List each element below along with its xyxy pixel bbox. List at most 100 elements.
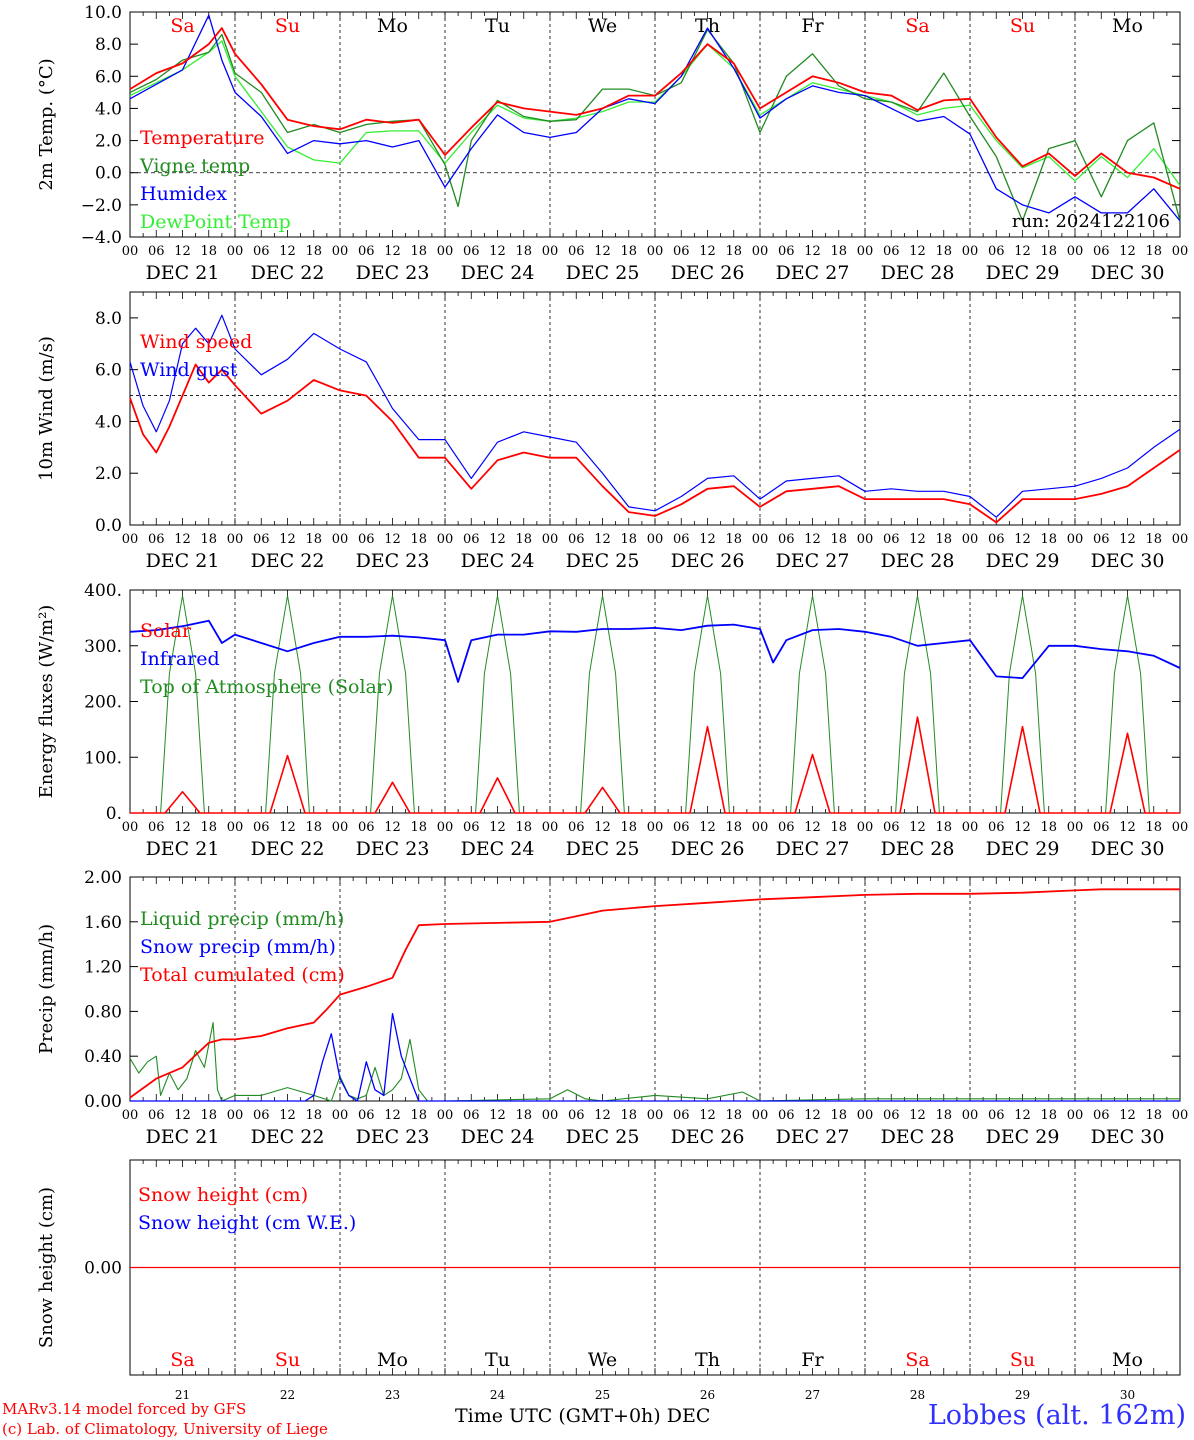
y-tick-label: 400.	[84, 581, 122, 601]
hour-tick-label: 06	[358, 820, 375, 835]
y-tick-label: 10.0	[84, 3, 122, 23]
hour-tick-label: 00	[437, 244, 454, 259]
hour-tick-label: 00	[1067, 820, 1084, 835]
hour-tick-label: 12	[384, 820, 401, 835]
hour-tick-label: 18	[830, 820, 847, 835]
date-label: DEC 26	[671, 838, 745, 860]
y-tick-label: −4.0	[81, 228, 122, 248]
legend-entry: Wind speed	[140, 331, 252, 353]
hour-tick-label: 06	[148, 1108, 165, 1123]
hour-tick-label: 00	[1067, 244, 1084, 259]
hour-tick-label: 18	[515, 1108, 532, 1123]
hour-tick-label: 12	[174, 1108, 191, 1123]
hour-tick-label: 06	[358, 1108, 375, 1123]
legend-entry: DewPoint Temp	[140, 211, 291, 233]
date-label: DEC 22	[251, 838, 325, 860]
hour-tick-label: 18	[200, 820, 217, 835]
hour-tick-label: 12	[279, 1108, 296, 1123]
hour-tick-label: 12	[699, 1108, 716, 1123]
station-name: Lobbes (alt. 162m)	[927, 1400, 1186, 1431]
legend-entry: Wind gust	[140, 359, 238, 381]
date-label: DEC 28	[881, 1126, 955, 1148]
hour-tick-label: 00	[542, 244, 559, 259]
date-label: DEC 21	[146, 838, 220, 860]
hour-tick-label: 18	[1040, 1108, 1057, 1123]
day-name: Th	[695, 15, 720, 37]
hour-tick-label: 18	[620, 532, 637, 547]
day-name: Tu	[485, 15, 510, 37]
y-tick-label: 6.0	[95, 67, 122, 87]
day-number: 23	[385, 1388, 400, 1402]
date-label: DEC 23	[356, 262, 430, 284]
day-name: Sa	[170, 1349, 194, 1371]
hour-tick-label: 12	[1119, 532, 1136, 547]
y-axis-label: Precip (mm/h)	[36, 924, 57, 1054]
hour-tick-label: 12	[174, 532, 191, 547]
hour-tick-label: 12	[279, 820, 296, 835]
hour-tick-label: 12	[489, 1108, 506, 1123]
date-label: DEC 23	[356, 550, 430, 572]
hour-tick-label: 18	[515, 532, 532, 547]
hour-tick-label: 00	[227, 820, 244, 835]
hour-tick-label: 06	[568, 532, 585, 547]
hour-tick-label: 12	[279, 532, 296, 547]
hour-tick-label: 00	[437, 1108, 454, 1123]
hour-tick-label: 00	[962, 532, 979, 547]
day-number: 29	[1015, 1388, 1030, 1402]
panel-3-frame	[129, 589, 1181, 814]
date-label: DEC 22	[251, 262, 325, 284]
hour-tick-label: 00	[437, 820, 454, 835]
y-tick-label: 1.20	[84, 958, 122, 978]
y-axis-label: Snow height (cm)	[36, 1187, 57, 1348]
hour-tick-label: 06	[988, 1108, 1005, 1123]
hour-tick-label: 12	[909, 820, 926, 835]
hour-tick-label: 18	[935, 244, 952, 259]
date-label: DEC 24	[461, 550, 535, 572]
series-line-dewpoint-temp	[129, 40, 1181, 186]
hour-tick-label: 12	[489, 532, 506, 547]
hour-tick-label: 06	[1093, 820, 1110, 835]
hour-tick-label: 18	[620, 244, 637, 259]
date-label: DEC 24	[461, 1126, 535, 1148]
hour-tick-label: 12	[594, 1108, 611, 1123]
date-label: DEC 28	[881, 550, 955, 572]
hour-tick-label: 06	[673, 532, 690, 547]
legend-entry: Infrared	[140, 648, 220, 670]
date-label: DEC 25	[566, 1126, 640, 1148]
hour-tick-label: 00	[542, 1108, 559, 1123]
hour-tick-label: 00	[857, 244, 874, 259]
day-name: Sa	[905, 15, 929, 37]
hour-tick-label: 00	[332, 1108, 349, 1123]
y-tick-label: 8.0	[95, 309, 122, 329]
day-name: Th	[695, 1349, 720, 1371]
hour-tick-label: 18	[935, 1108, 952, 1123]
hour-tick-label: 12	[699, 244, 716, 259]
date-label: DEC 27	[776, 550, 850, 572]
date-label: DEC 27	[776, 838, 850, 860]
y-tick-label: 2.00	[84, 868, 122, 888]
hour-tick-label: 00	[1067, 532, 1084, 547]
date-label: DEC 29	[986, 1126, 1060, 1148]
hour-tick-label: 18	[1145, 244, 1162, 259]
series-line-liquid-precip	[129, 1022, 1180, 1102]
series-line-solar	[130, 716, 1180, 814]
y-tick-label: 0.40	[84, 1047, 122, 1067]
hour-tick-label: 00	[227, 532, 244, 547]
hour-tick-label: 18	[725, 1108, 742, 1123]
hour-tick-label: 18	[830, 244, 847, 259]
hour-tick-label: 12	[594, 820, 611, 835]
hour-tick-label: 12	[279, 244, 296, 259]
date-label: DEC 29	[986, 838, 1060, 860]
hour-tick-label: 12	[909, 532, 926, 547]
hour-tick-label: 00	[227, 244, 244, 259]
hour-tick-label: 00	[542, 532, 559, 547]
hour-tick-label: 00	[122, 820, 139, 835]
hour-tick-label: 12	[174, 820, 191, 835]
day-number: 21	[175, 1388, 190, 1402]
hour-tick-label: 18	[935, 820, 952, 835]
hour-tick-label: 18	[620, 820, 637, 835]
hour-tick-label: 18	[410, 244, 427, 259]
date-label: DEC 30	[1091, 838, 1165, 860]
hour-tick-label: 12	[699, 820, 716, 835]
hour-tick-label: 06	[883, 820, 900, 835]
